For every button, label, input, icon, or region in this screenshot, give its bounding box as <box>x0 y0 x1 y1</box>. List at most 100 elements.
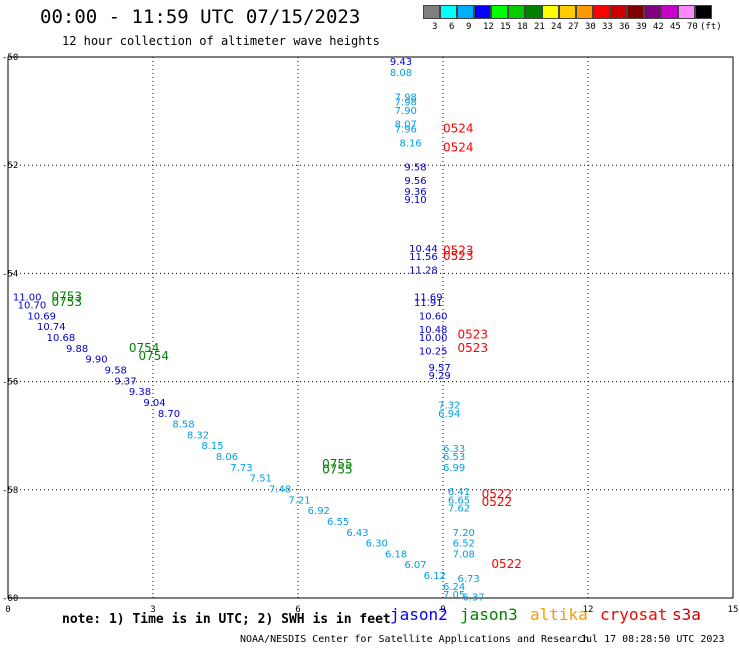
x-tick-label: 9 <box>440 605 445 615</box>
swh-data-label: 8.58 <box>172 420 194 431</box>
plot-frame <box>7 56 734 599</box>
swh-data-label: 9.57 <box>429 363 451 374</box>
time-data-label: 0753 <box>52 289 83 303</box>
y-tick-label: -54 <box>2 269 18 279</box>
swh-data-label: 6.52 <box>453 539 475 550</box>
swh-data-label: 7.21 <box>288 495 310 506</box>
time-data-label: 0524 <box>443 122 474 136</box>
time-data-label: 0754 <box>139 349 170 363</box>
color-scale-label: (ft) <box>700 22 722 32</box>
swh-data-label: 10.68 <box>47 333 76 344</box>
swh-data-label: 6.92 <box>308 506 330 517</box>
color-scale-swatch <box>423 5 440 19</box>
color-scale-label: 18 <box>517 22 528 32</box>
swh-data-label: 8.07 <box>395 119 417 130</box>
swh-data-label: 8.32 <box>187 430 209 441</box>
swh-data-label: 7.96 <box>395 125 417 136</box>
color-scale-swatch <box>440 5 457 19</box>
time-data-label: 0753 <box>52 295 83 309</box>
time-data-label: 0754 <box>129 341 160 355</box>
swh-data-label: 7.90 <box>395 106 417 117</box>
swh-data-label: 6.55 <box>327 517 349 528</box>
color-scale-swatch <box>661 5 678 19</box>
time-data-label: 0524 <box>443 141 474 155</box>
color-scale-swatch <box>474 5 491 19</box>
satellite-legend-jason2: jason2 <box>390 605 448 624</box>
x-tick-label: 15 <box>728 605 739 615</box>
color-scale-label: 12 <box>483 22 494 32</box>
swh-data-label: 8.70 <box>158 409 180 420</box>
x-tick-label: 3 <box>150 605 155 615</box>
swh-data-label: 7.05 <box>443 590 465 601</box>
swh-data-label: 7.08 <box>453 549 475 560</box>
swh-data-label: 8.08 <box>390 68 412 79</box>
swh-data-label: 9.38 <box>129 387 151 398</box>
swh-data-label: 11.91 <box>414 298 443 309</box>
color-scale-swatch <box>593 5 610 19</box>
color-scale-swatch <box>678 5 695 19</box>
swh-data-label: 7.48 <box>269 485 291 496</box>
swh-data-label: 6.99 <box>443 463 465 474</box>
swh-data-label: 7.98 <box>395 92 417 103</box>
swh-data-label: 10.69 <box>27 311 56 322</box>
color-scale-label: 70 <box>687 22 698 32</box>
satellite-legend-altika: altika <box>530 605 588 624</box>
color-scale-swatch <box>627 5 644 19</box>
x-tick-label: 6 <box>295 605 300 615</box>
color-scale-label: 24 <box>551 22 562 32</box>
color-scale-swatch <box>576 5 593 19</box>
swh-data-label: 7.73 <box>230 463 252 474</box>
time-data-label: 0522 <box>491 557 522 571</box>
color-scale-label: 6 <box>449 22 455 32</box>
x-tick-label: 12 <box>583 605 594 615</box>
color-scale-swatch <box>695 5 712 19</box>
swh-data-label: 8.16 <box>400 138 422 149</box>
color-scale-swatch <box>644 5 661 19</box>
swh-data-label: 8.06 <box>216 452 238 463</box>
time-data-label: 0755 <box>322 463 353 477</box>
satellite-legend-s3a: s3a <box>672 605 701 624</box>
time-data-label: 0523 <box>443 249 474 263</box>
swh-data-label: 10.48 <box>419 325 448 336</box>
swh-data-label: 8.15 <box>201 441 223 452</box>
color-scale-label: 27 <box>568 22 579 32</box>
page-title: 00:00 - 11:59 UTC 07/15/2023 <box>40 6 361 28</box>
swh-data-label: 11.56 <box>409 252 438 263</box>
swh-data-label: 9.43 <box>390 57 412 68</box>
color-scale-label: 9 <box>466 22 472 32</box>
swh-data-label: 6.65 <box>448 495 470 506</box>
y-tick-label: -60 <box>2 594 18 604</box>
swh-data-label: 6.30 <box>366 539 388 550</box>
swh-data-label: 10.70 <box>18 301 47 312</box>
swh-data-label: 9.37 <box>114 376 136 387</box>
color-scale-label: 45 <box>670 22 681 32</box>
color-scale-swatch <box>508 5 525 19</box>
swh-data-label: 9.56 <box>404 176 426 187</box>
time-data-label: 0523 <box>443 243 474 257</box>
swh-data-label: 9.04 <box>143 398 165 409</box>
swh-data-label: 10.25 <box>419 347 448 358</box>
color-scale-swatch <box>559 5 576 19</box>
swh-data-label: 6.12 <box>424 571 446 582</box>
color-scale-swatch <box>525 5 542 19</box>
swh-data-label: 6.94 <box>438 409 460 420</box>
color-scale-swatch <box>610 5 627 19</box>
swh-data-label: 7.51 <box>250 474 272 485</box>
time-data-label: 0522 <box>482 495 513 509</box>
swh-data-label: 10.00 <box>419 333 448 344</box>
swh-data-label: 6.73 <box>458 574 480 585</box>
satellite-legend-jason3: jason3 <box>460 605 518 624</box>
swh-data-label: 7.32 <box>438 401 460 412</box>
swh-data-label: 10.44 <box>409 244 438 255</box>
swh-data-label: 6.53 <box>443 452 465 463</box>
swh-data-label: 9.10 <box>404 195 426 206</box>
color-scale-label: 42 <box>653 22 664 32</box>
color-scale-label: 30 <box>585 22 596 32</box>
swh-data-label: 6.07 <box>404 560 426 571</box>
color-scale-label: 39 <box>636 22 647 32</box>
swh-data-label: 11.00 <box>13 292 42 303</box>
swh-data-label: 6.43 <box>346 528 368 539</box>
color-scale-swatch <box>491 5 508 19</box>
swh-data-label: 10.74 <box>37 322 66 333</box>
